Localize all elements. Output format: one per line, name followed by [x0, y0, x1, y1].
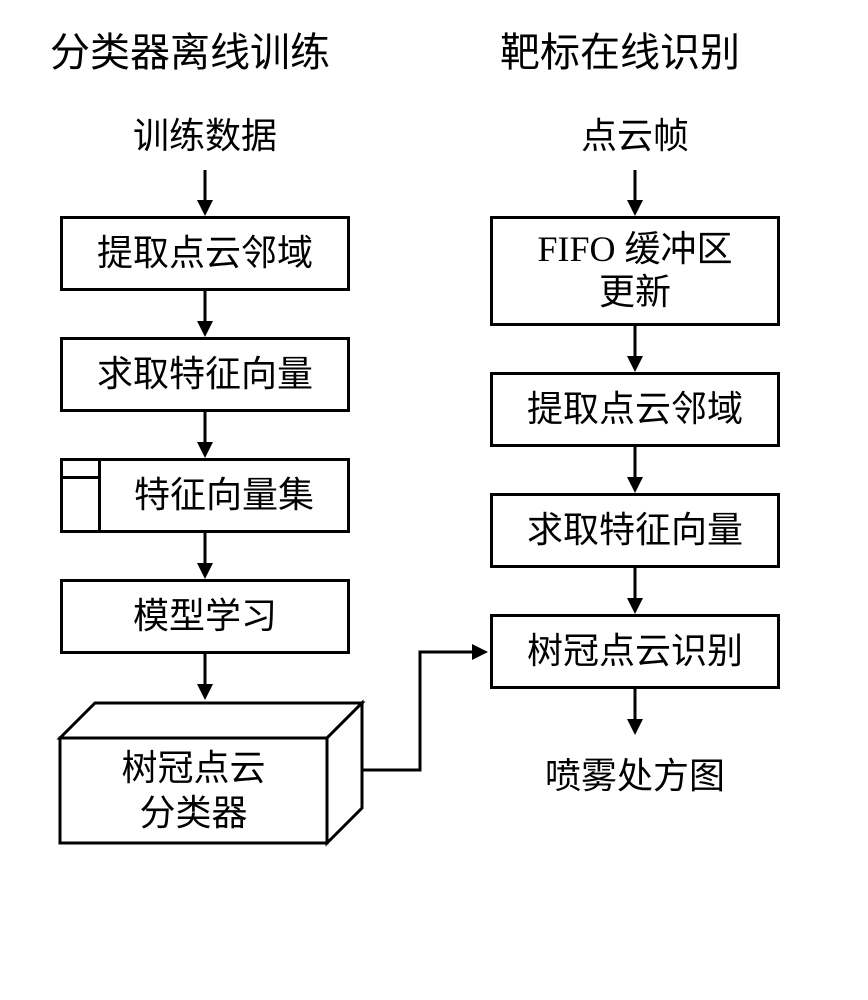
- calc-feature-left: 求取特征向量: [60, 337, 350, 412]
- fifo-line1: FIFO 缓冲区: [537, 228, 732, 271]
- train-data-label: 训练数据: [55, 95, 355, 170]
- classifier-label-line1: 树冠点云: [121, 746, 265, 791]
- extract-neighborhood-right: 提取点云邻域: [490, 372, 780, 447]
- feature-set-box: 特征向量集: [60, 458, 350, 533]
- recognize-box: 树冠点云识别: [490, 614, 780, 689]
- feature-set-label: 特征向量集: [101, 474, 347, 517]
- right-column-title: 靶标在线识别: [500, 20, 740, 78]
- fifo-line2: 更新: [599, 271, 671, 314]
- classifier-label: 树冠点云 分类器: [60, 738, 327, 843]
- flowchart-canvas: 分类器离线训练 靶标在线识别 训练数据 提取点云邻域 求取特征向量 特征向量集 …: [0, 0, 868, 1000]
- pointcloud-frame-label: 点云帧: [485, 95, 785, 170]
- left-column-title: 分类器离线训练: [50, 20, 330, 78]
- calc-feature-right: 求取特征向量: [490, 493, 780, 568]
- fifo-buffer-box: FIFO 缓冲区 更新: [490, 216, 780, 326]
- connector-classifier-to-recognize: [360, 640, 500, 780]
- extract-neighborhood-left: 提取点云邻域: [60, 216, 350, 291]
- classifier-label-line2: 分类器: [139, 791, 247, 836]
- spray-map-label: 喷雾处方图: [485, 735, 785, 810]
- model-learning-box: 模型学习: [60, 579, 350, 654]
- feature-set-notch: [63, 458, 98, 479]
